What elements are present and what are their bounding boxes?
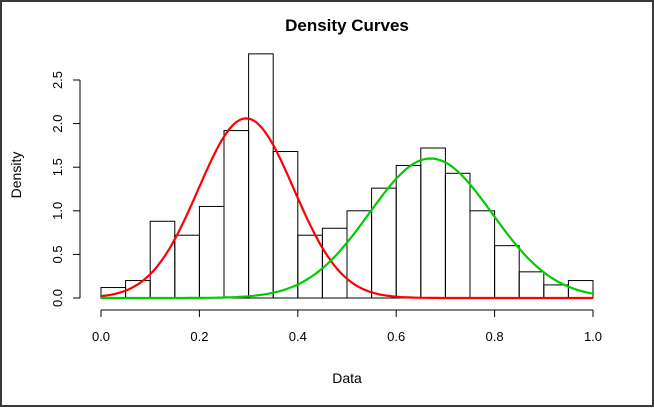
histogram-bar bbox=[420, 147, 446, 299]
histogram-bar bbox=[543, 284, 569, 299]
density-curves bbox=[100, 117, 594, 300]
x-tick-label: 0.2 bbox=[190, 329, 208, 344]
x-tick-label: 1.0 bbox=[584, 329, 602, 344]
x-axis: 0.0 0.2 0.4 0.6 0.8 1.0 bbox=[92, 309, 602, 344]
density-curve-2 bbox=[101, 157, 594, 300]
x-tick-label: 0.4 bbox=[289, 329, 307, 344]
histogram-bar bbox=[223, 130, 250, 299]
y-tick-label: 1.5 bbox=[50, 158, 65, 176]
y-tick-label: 0.0 bbox=[50, 289, 65, 307]
chart-title: Density Curves bbox=[285, 16, 409, 35]
y-tick-label: 2.0 bbox=[50, 115, 65, 133]
x-tick-label: 0.6 bbox=[387, 329, 405, 344]
y-axis-label: Density bbox=[8, 152, 24, 199]
histogram-bar bbox=[174, 234, 200, 299]
histogram-bar bbox=[395, 164, 422, 299]
x-tick-label: 0.8 bbox=[486, 329, 504, 344]
y-tick-label: 2.5 bbox=[50, 71, 65, 89]
x-tick-label: 0.0 bbox=[92, 329, 110, 344]
histogram-bar bbox=[346, 210, 373, 299]
histogram-bar bbox=[469, 210, 496, 299]
histogram-bar bbox=[272, 151, 299, 299]
x-axis-label: Data bbox=[332, 370, 362, 386]
histogram-bars bbox=[100, 53, 594, 299]
y-tick-label: 0.5 bbox=[50, 245, 65, 263]
histogram-bar bbox=[444, 172, 471, 299]
histogram-bar bbox=[321, 227, 348, 299]
histogram-bar bbox=[297, 234, 323, 299]
histogram-bar bbox=[248, 53, 274, 299]
histogram-bar bbox=[518, 271, 545, 299]
y-tick-label: 1.0 bbox=[50, 202, 65, 220]
histogram-bar bbox=[198, 205, 225, 299]
y-axis: 0.0 0.5 1.0 1.5 2.0 2.5 bbox=[50, 71, 81, 307]
histogram-bar bbox=[494, 245, 520, 299]
density-curve-1 bbox=[100, 117, 593, 300]
histogram-bar bbox=[567, 280, 594, 299]
